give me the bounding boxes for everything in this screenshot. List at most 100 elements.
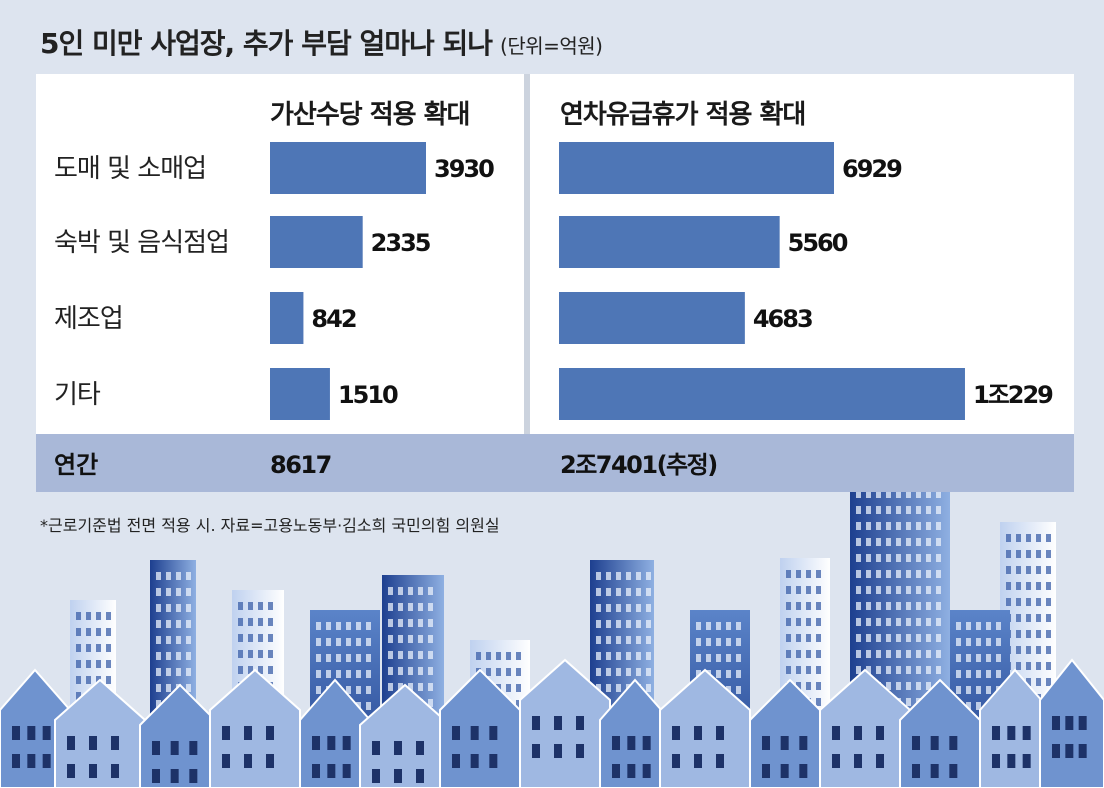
window (626, 636, 631, 644)
window (1026, 662, 1031, 670)
house-window (470, 726, 479, 740)
window (1036, 614, 1041, 622)
house-window (1022, 754, 1031, 768)
house-window (554, 744, 562, 758)
bar (270, 292, 304, 344)
window (886, 490, 891, 498)
window (886, 602, 891, 610)
window (986, 654, 991, 662)
window (1026, 566, 1031, 574)
series-2-header: 연차유급휴가 적용 확대 (560, 100, 806, 130)
house-window (189, 741, 198, 755)
window (916, 490, 921, 498)
house-window (416, 769, 424, 783)
window (736, 622, 741, 630)
window (856, 666, 861, 674)
window (886, 586, 891, 594)
window (268, 650, 273, 658)
window (786, 618, 791, 626)
window (796, 666, 801, 674)
window (596, 652, 601, 660)
house-window (762, 764, 770, 778)
house-window (642, 764, 651, 778)
window (76, 692, 81, 700)
window (936, 570, 941, 578)
window (786, 634, 791, 642)
window (906, 618, 911, 626)
window (408, 651, 413, 659)
chart-title-text: 5인 미만 사업장, 추가 부담 얼마나 되나 (40, 27, 493, 60)
window (856, 522, 861, 530)
window (76, 628, 81, 636)
window (856, 634, 861, 642)
house-window (949, 764, 958, 778)
house-window (222, 754, 230, 768)
house-window (452, 726, 460, 740)
window (166, 684, 171, 692)
window (186, 684, 191, 692)
window (896, 682, 901, 690)
window (176, 668, 181, 676)
window (1016, 550, 1021, 558)
window (476, 652, 481, 660)
house-window (89, 764, 97, 778)
window (156, 668, 161, 676)
window (936, 634, 941, 642)
window (936, 586, 941, 594)
category-label: 제조업 (54, 304, 123, 334)
window (966, 638, 971, 646)
house-window (170, 741, 179, 755)
data-label: 1조229 (973, 381, 1053, 409)
window (1046, 614, 1051, 622)
window (896, 554, 901, 562)
window (956, 686, 961, 694)
window (86, 676, 91, 684)
window (726, 654, 731, 662)
window (696, 638, 701, 646)
house-window (372, 769, 380, 783)
house-window (394, 769, 402, 783)
window (596, 684, 601, 692)
window (258, 634, 263, 642)
window (428, 587, 433, 595)
window (248, 650, 253, 658)
house-window (312, 764, 320, 778)
window (166, 620, 171, 628)
window (238, 602, 243, 610)
window (356, 638, 361, 646)
window (418, 619, 423, 627)
window (926, 682, 931, 690)
window (316, 654, 321, 662)
window (1026, 646, 1031, 654)
window (646, 604, 651, 612)
house-window (799, 764, 808, 778)
window (896, 538, 901, 546)
window (398, 619, 403, 627)
window (106, 676, 111, 684)
window (926, 570, 931, 578)
window (856, 490, 861, 498)
window (936, 506, 941, 514)
house-window (912, 736, 920, 750)
window (86, 612, 91, 620)
window (1036, 646, 1041, 654)
total-value: 8617 (270, 451, 331, 479)
window (966, 670, 971, 678)
house-window (452, 754, 460, 768)
window (866, 586, 871, 594)
window (1036, 662, 1041, 670)
window (876, 522, 881, 530)
window (1036, 630, 1041, 638)
window (428, 683, 433, 691)
window (388, 603, 393, 611)
total-row-band (36, 434, 1074, 492)
window (696, 622, 701, 630)
window (176, 572, 181, 580)
window (516, 668, 521, 676)
window (786, 666, 791, 674)
window (916, 602, 921, 610)
window (398, 603, 403, 611)
window (388, 635, 393, 643)
window (366, 622, 371, 630)
window (956, 622, 961, 630)
